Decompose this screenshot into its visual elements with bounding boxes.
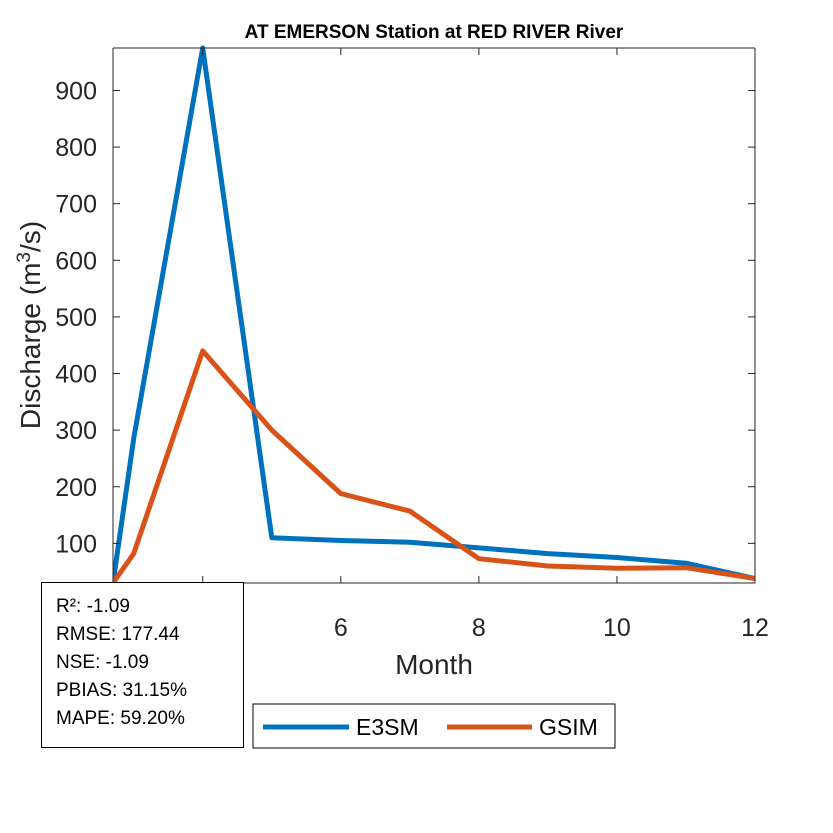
x-axis-label: Month [395,649,473,680]
y-tick-label: 400 [55,361,97,389]
y-tick-label: 900 [55,77,97,105]
x-tick-label: 6 [334,614,348,642]
y-tick-label: 100 [55,530,97,558]
x-tick-label: 8 [472,614,486,642]
chart-title: AT EMERSON Station at RED RIVER River [245,22,624,43]
legend: E3SM GSIM [252,703,616,749]
legend-label-e3sm: E3SM [356,714,419,740]
y-tick-label: 700 [55,191,97,219]
stat-nse: NSE: -1.09 [56,652,149,673]
series-line-e3sm [113,45,755,583]
stats-box: R²: -1.09 RMSE: 177.44 NSE: -1.09 PBIAS:… [41,582,244,748]
y-axis-label: Discharge (m3/s) [14,221,46,429]
y-tick-label: 200 [55,474,97,502]
stat-mape: MAPE: 59.20% [56,708,185,729]
y-tick-label: 800 [55,134,97,162]
x-tick-label: 10 [603,614,631,642]
legend-label-gsim: GSIM [539,714,598,740]
y-tick-label: 500 [55,304,97,332]
plot-area: 1002003004005006007008009004681012 [55,45,769,642]
stat-rmse: RMSE: 177.44 [56,624,180,645]
stat-pbias: PBIAS: 31.15% [56,680,187,701]
y-tick-label: 600 [55,247,97,275]
stat-r2: R²: -1.09 [56,596,130,617]
x-tick-label: 12 [741,614,769,642]
series-line-gsim [113,348,755,583]
y-tick-label: 300 [55,417,97,445]
